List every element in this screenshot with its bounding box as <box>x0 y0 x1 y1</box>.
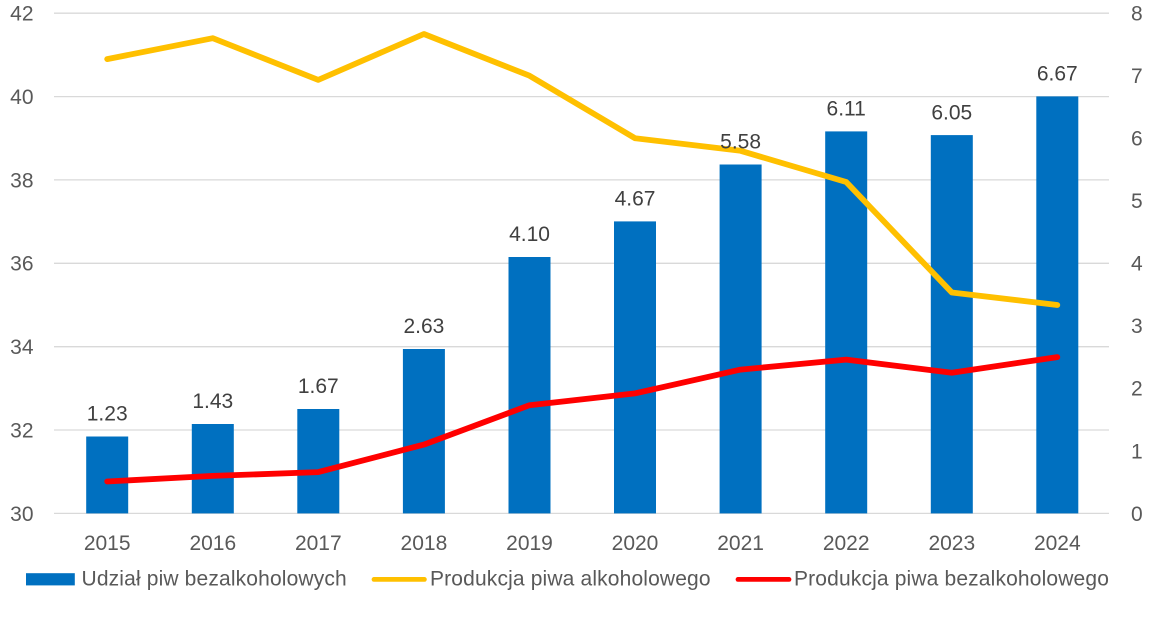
svg-text:4: 4 <box>1131 253 1143 276</box>
svg-text:4.67: 4.67 <box>615 188 656 211</box>
svg-text:30: 30 <box>10 503 33 526</box>
svg-text:2021: 2021 <box>717 532 764 555</box>
svg-text:2016: 2016 <box>189 532 236 555</box>
svg-text:1.67: 1.67 <box>298 375 339 398</box>
svg-text:0: 0 <box>1131 503 1143 526</box>
svg-text:2024: 2024 <box>1034 532 1081 555</box>
svg-text:1: 1 <box>1131 440 1143 463</box>
svg-text:40: 40 <box>10 86 33 109</box>
svg-text:2022: 2022 <box>823 532 870 555</box>
svg-text:6.11: 6.11 <box>827 98 866 121</box>
svg-text:2019: 2019 <box>506 532 553 555</box>
svg-text:Udział piw bezalkoholowych: Udział piw bezalkoholowych <box>82 567 347 590</box>
svg-text:5.58: 5.58 <box>720 131 761 154</box>
svg-text:2015: 2015 <box>84 532 131 555</box>
svg-text:4.10: 4.10 <box>509 223 550 246</box>
svg-text:32: 32 <box>10 419 33 442</box>
svg-text:36: 36 <box>10 253 33 276</box>
svg-text:2020: 2020 <box>612 532 659 555</box>
svg-text:38: 38 <box>10 169 33 192</box>
svg-text:1.43: 1.43 <box>192 390 233 413</box>
svg-text:6: 6 <box>1131 128 1143 151</box>
svg-text:2018: 2018 <box>401 532 448 555</box>
svg-text:42: 42 <box>10 3 33 26</box>
svg-text:2023: 2023 <box>928 532 975 555</box>
svg-text:Produkcja piwa bezalkoholowego: Produkcja piwa bezalkoholowego <box>794 567 1109 590</box>
svg-text:2: 2 <box>1131 378 1143 401</box>
svg-text:2.63: 2.63 <box>403 315 444 338</box>
svg-text:3: 3 <box>1131 315 1143 338</box>
svg-text:6.05: 6.05 <box>931 101 972 124</box>
svg-text:2017: 2017 <box>295 532 342 555</box>
svg-text:5: 5 <box>1131 190 1143 213</box>
svg-text:6.67: 6.67 <box>1037 63 1078 86</box>
svg-text:34: 34 <box>10 336 34 359</box>
svg-text:Produkcja piwa alkoholowego: Produkcja piwa alkoholowego <box>430 567 711 590</box>
svg-text:8: 8 <box>1131 3 1143 26</box>
svg-text:1.23: 1.23 <box>87 403 128 426</box>
svg-text:7: 7 <box>1131 65 1143 88</box>
